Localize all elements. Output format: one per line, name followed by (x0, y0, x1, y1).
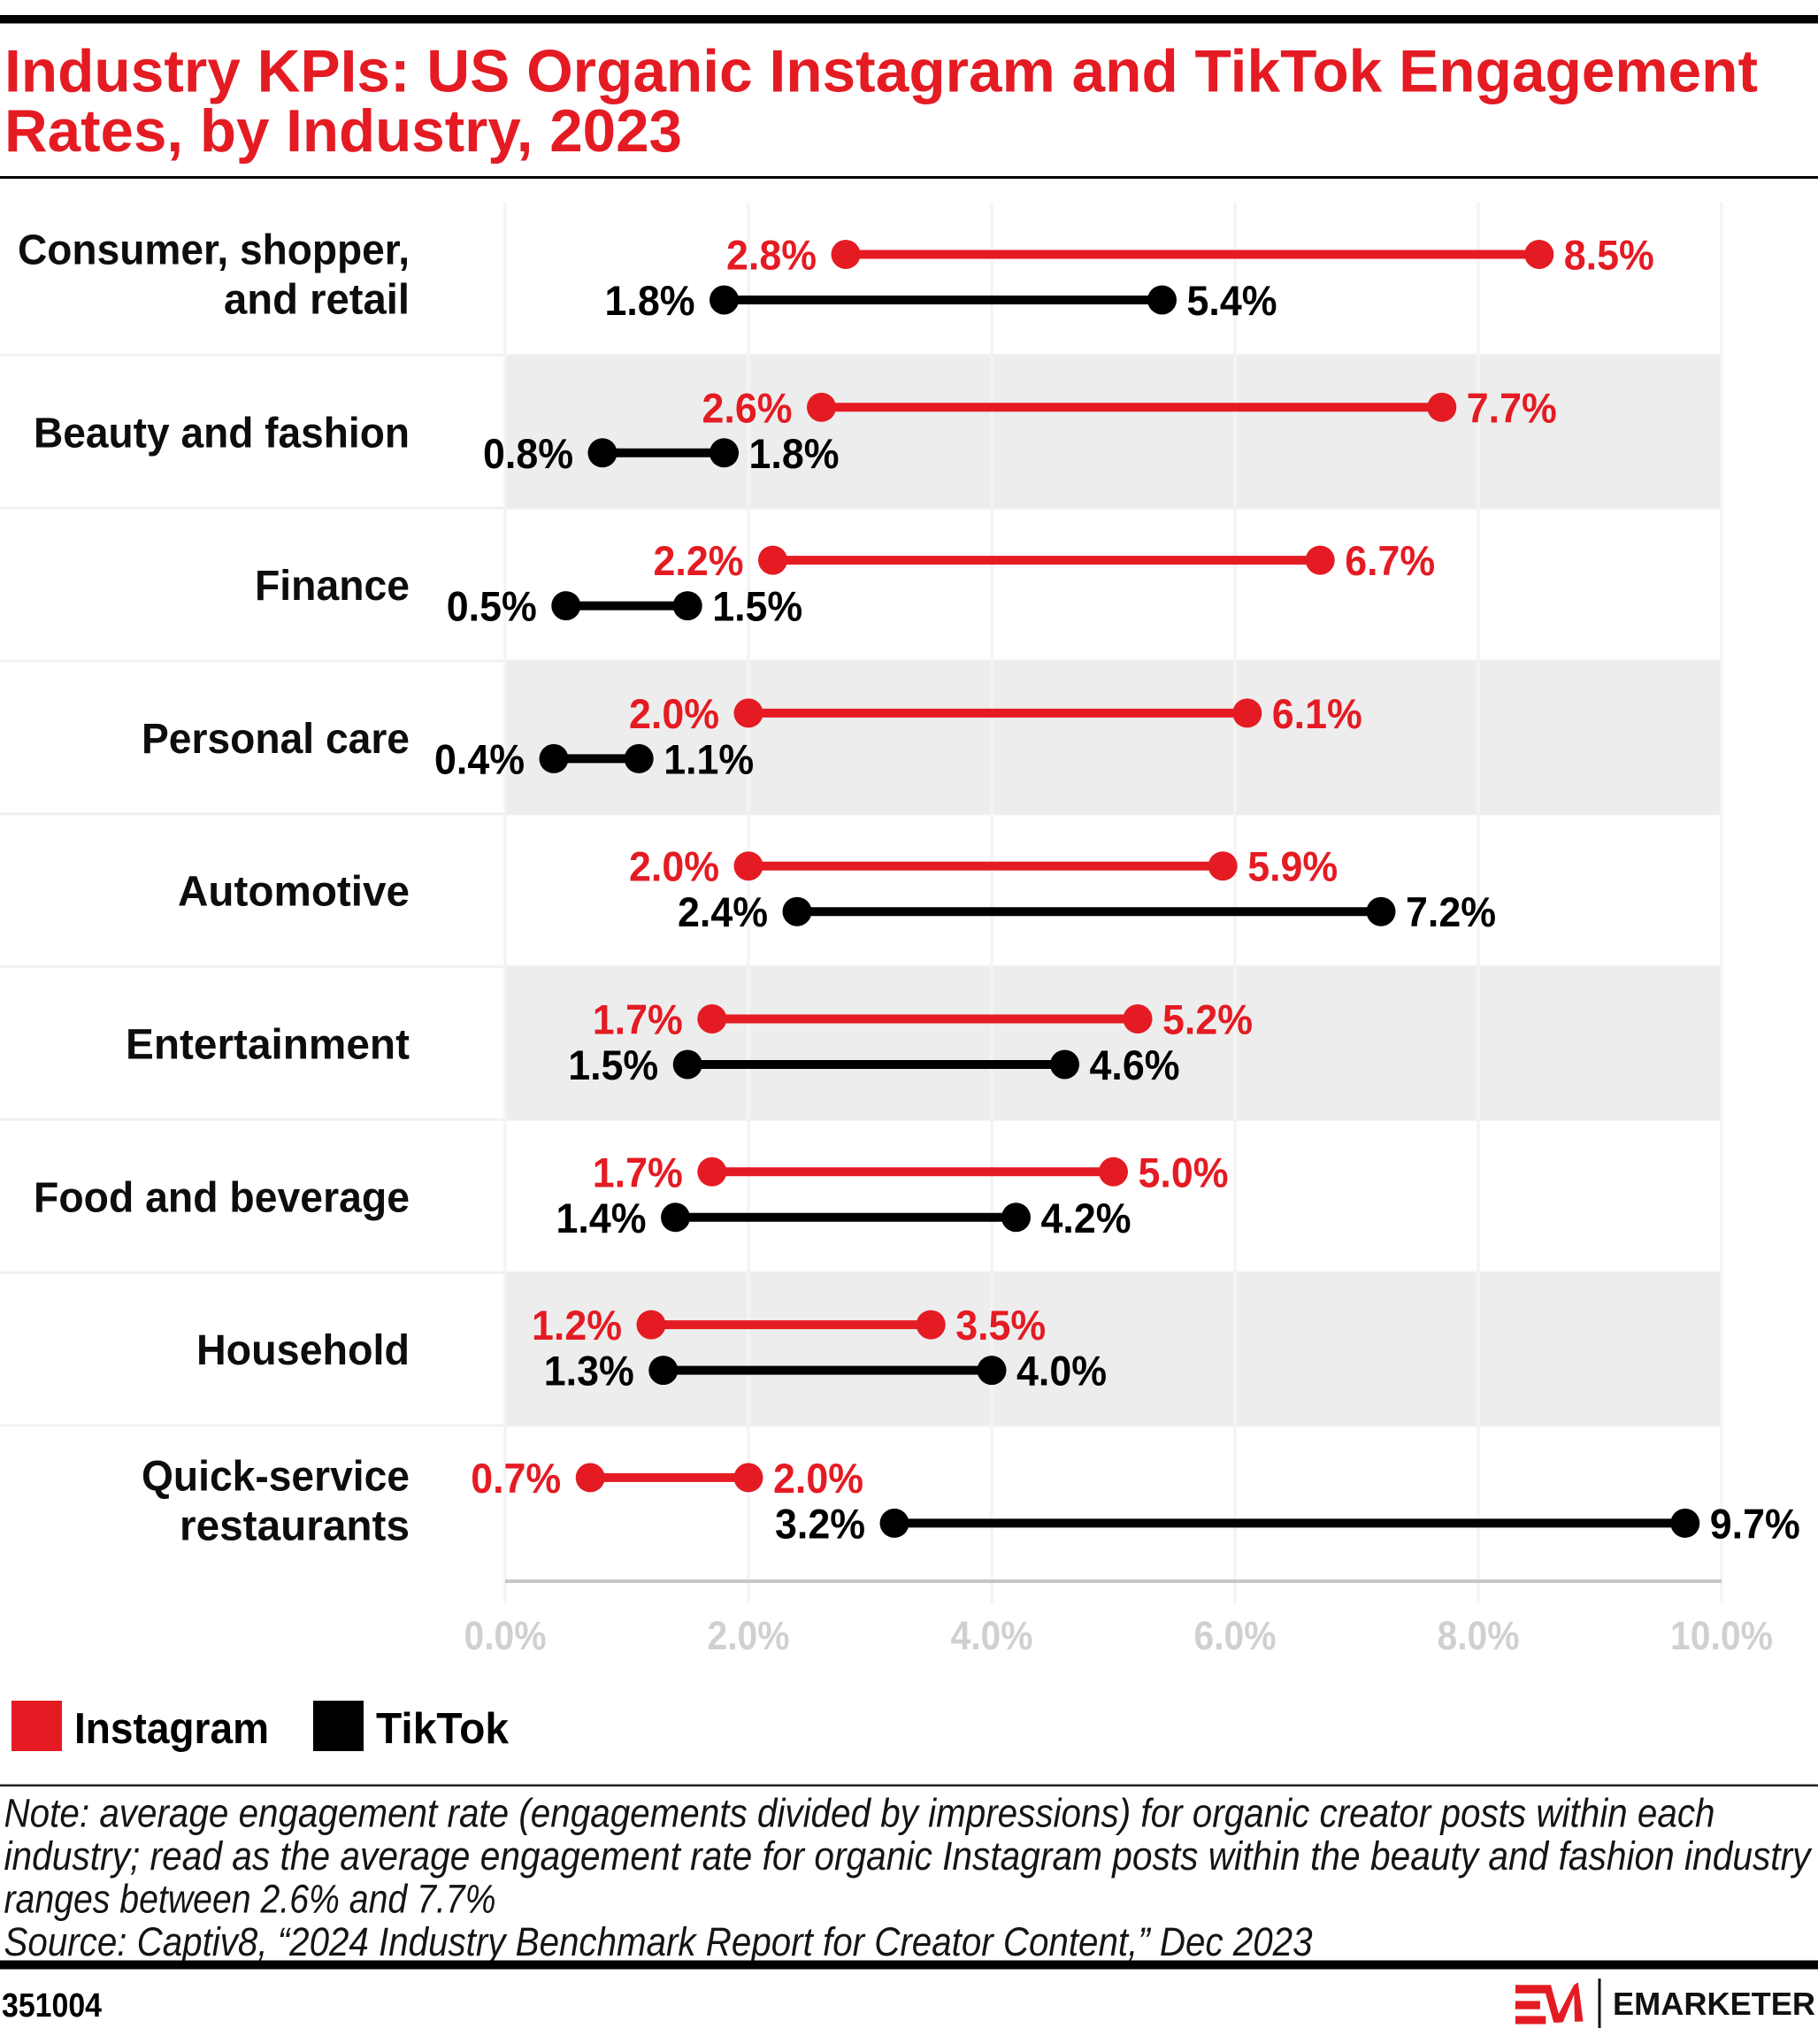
svg-text:industry; read as the average: industry; read as the average engagement… (4, 1833, 1813, 1879)
svg-text:6.1%: 6.1% (1272, 690, 1362, 737)
svg-text:Automotive: Automotive (178, 868, 410, 916)
svg-text:Finance: Finance (255, 562, 410, 610)
svg-text:ranges between 2.6% and 7.7%: ranges between 2.6% and 7.7% (4, 1877, 496, 1922)
svg-text:2.0%: 2.0% (629, 690, 719, 737)
svg-text:1.2%: 1.2% (532, 1302, 622, 1349)
svg-text:TikTok: TikTok (376, 1705, 510, 1753)
svg-text:Quick-service: Quick-service (142, 1453, 410, 1501)
svg-text:2.4%: 2.4% (678, 888, 768, 935)
svg-text:0.7%: 0.7% (471, 1455, 561, 1502)
svg-text:1.5%: 1.5% (568, 1041, 658, 1088)
svg-text:1.4%: 1.4% (556, 1195, 647, 1241)
svg-text:3.2%: 3.2% (775, 1500, 865, 1547)
svg-text:Instagram: Instagram (74, 1705, 269, 1753)
svg-text:2.0%: 2.0% (773, 1455, 863, 1502)
svg-text:5.2%: 5.2% (1162, 996, 1253, 1043)
svg-text:0.8%: 0.8% (483, 430, 573, 477)
svg-text:2.8%: 2.8% (726, 232, 817, 279)
svg-text:9.7%: 9.7% (1710, 1500, 1800, 1547)
svg-text:2.6%: 2.6% (702, 384, 793, 431)
svg-text:EMARKETER: EMARKETER (1613, 1986, 1815, 2022)
svg-text:and retail: and retail (224, 276, 410, 324)
svg-text:8.5%: 8.5% (1564, 232, 1654, 279)
svg-text:3.5%: 3.5% (955, 1302, 1046, 1349)
svg-text:4.2%: 4.2% (1041, 1195, 1131, 1241)
svg-text:0.0%: 0.0% (464, 1613, 547, 1658)
svg-text:7.2%: 7.2% (1406, 888, 1496, 935)
svg-text:5.0%: 5.0% (1139, 1149, 1229, 1195)
svg-text:4.0%: 4.0% (1016, 1348, 1107, 1395)
svg-text:5.9%: 5.9% (1247, 843, 1338, 890)
svg-text:0.5%: 0.5% (447, 583, 537, 630)
svg-text:1.3%: 1.3% (544, 1348, 634, 1395)
svg-text:6.0%: 6.0% (1194, 1613, 1277, 1658)
svg-text:Household: Household (196, 1326, 410, 1374)
svg-text:2.2%: 2.2% (654, 537, 744, 584)
svg-text:1.5%: 1.5% (712, 583, 802, 630)
svg-text:1.8%: 1.8% (749, 430, 840, 477)
svg-text:Beauty and fashion: Beauty and fashion (34, 409, 410, 457)
svg-text:Consumer, shopper,: Consumer, shopper, (18, 227, 410, 274)
svg-text:7.7%: 7.7% (1467, 384, 1557, 431)
svg-text:restaurants: restaurants (180, 1502, 410, 1550)
svg-text:Note: average engagement rate: Note: average engagement rate (engagemen… (4, 1791, 1715, 1836)
svg-text:5.4%: 5.4% (1187, 277, 1277, 324)
svg-text:8.0%: 8.0% (1438, 1613, 1520, 1658)
svg-text:Industry KPIs: US Organic Inst: Industry KPIs: US Organic Instagram and … (4, 38, 1758, 105)
svg-text:Food and beverage: Food and beverage (34, 1173, 410, 1221)
svg-text:Rates, by Industry, 2023: Rates, by Industry, 2023 (4, 97, 682, 165)
svg-text:351004: 351004 (2, 1987, 102, 2025)
svg-text:1.7%: 1.7% (593, 996, 683, 1043)
svg-text:2.0%: 2.0% (708, 1613, 790, 1658)
svg-text:4.6%: 4.6% (1090, 1041, 1180, 1088)
svg-text:10.0%: 10.0% (1670, 1613, 1773, 1658)
svg-text:0.4%: 0.4% (434, 735, 525, 782)
svg-text:Entertainment: Entertainment (126, 1021, 410, 1069)
svg-text:1.7%: 1.7% (593, 1149, 683, 1195)
svg-text:Personal care: Personal care (142, 715, 410, 763)
svg-text:1.8%: 1.8% (605, 277, 695, 324)
svg-text:6.7%: 6.7% (1345, 537, 1435, 584)
svg-text:4.0%: 4.0% (951, 1613, 1033, 1658)
svg-text:Source: Captiv8, “2024 Industr: Source: Captiv8, “2024 Industry Benchmar… (4, 1919, 1313, 1964)
svg-text:1.1%: 1.1% (664, 735, 754, 782)
svg-text:2.0%: 2.0% (629, 843, 719, 890)
